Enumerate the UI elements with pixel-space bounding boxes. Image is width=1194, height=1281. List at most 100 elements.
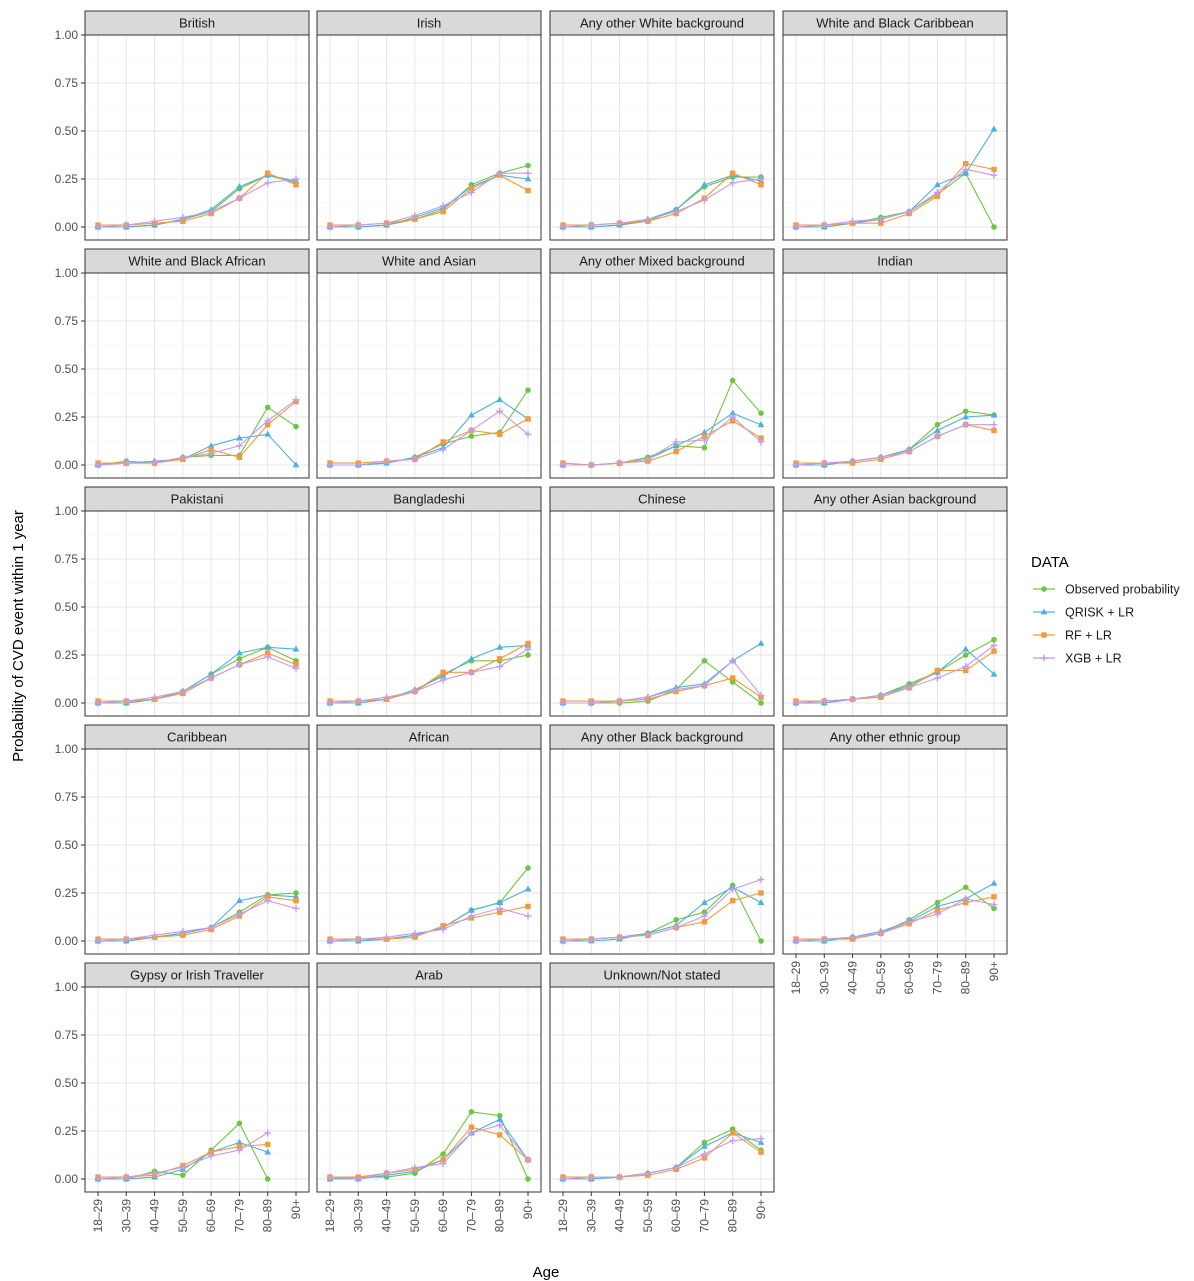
data-point-xgb-lr [616,459,623,467]
data-point-qrisk-lr [264,430,272,437]
data-point-observed-probability [962,652,969,658]
x-tick-label: 90+ [521,1199,535,1219]
data-point-qrisk-lr [990,670,998,677]
data-point-xgb-lr [151,931,158,939]
data-point-xgb-lr [439,676,447,684]
data-point-xgb-lr [264,897,272,905]
y-tick-label: 0.75 [55,790,79,804]
data-point-observed-probability [758,938,764,944]
data-point-xgb-lr [757,1135,765,1143]
data-point-xgb-lr [905,684,913,692]
series-observed-probability [95,404,299,468]
data-point-xgb-lr [354,221,362,229]
panel-any-other-mixed-background: Any other Mixed background [549,248,775,479]
data-point-observed-probability [468,433,475,440]
panel-irish: Irish [316,10,542,241]
plot-area [550,511,774,716]
x-tick-label: 90+ [987,961,1001,981]
series-xgb-lr [94,897,300,945]
data-point-xgb-lr [496,1121,504,1129]
legend-label: XGB + LR [1065,652,1122,666]
data-point-xgb-lr [644,455,652,463]
data-point-xgb-lr [354,461,362,469]
series-line-observed-probability [329,1111,529,1180]
x-tick-label: 90+ [289,1199,303,1219]
data-point-xgb-lr [962,663,970,670]
data-point-rf-lr [468,185,475,192]
data-point-qrisk-lr [292,461,300,468]
data-point-qrisk-lr [934,181,941,188]
series-line-qrisk-lr [796,648,995,704]
data-point-rf-lr [440,922,446,929]
data-point-rf-lr [265,421,271,428]
data-point-observed-probability [496,1112,503,1119]
data-point-xgb-lr [672,1164,680,1171]
data-point-rf-lr [440,439,446,445]
series-xgb-lr [94,1129,272,1183]
data-point-observed-probability [1041,586,1047,592]
panel-strip [782,724,1008,750]
data-point-qrisk-lr [962,413,970,420]
data-point-qrisk-lr [701,428,708,435]
series-line-xgb-lr [562,879,762,942]
panel-white-and-asian: White and Asian [316,248,542,479]
data-point-rf-lr [730,897,736,904]
data-point-rf-lr [208,446,214,453]
panel-strip [549,248,775,274]
panel-arab: Arab 18–29 30–39 40–49 50–59 60–69 70–79 80–89 9… [316,962,542,1233]
data-point-observed-probability [701,444,708,451]
data-point-xgb-lr [207,208,215,216]
data-point-rf-lr [525,416,531,422]
data-point-xgb-lr [207,450,215,457]
y-tick-label: 0.75 [55,76,79,90]
x-tick-label: 90+ [754,1199,768,1219]
data-point-xgb-lr [587,461,595,469]
data-point-xgb-lr [729,1137,737,1144]
panel-any-other-asian-background: Any other Asian background [782,486,1008,717]
plot-area [550,35,774,240]
x-axis-label: Age [533,1264,560,1281]
y-tick-label: 0.50 [55,124,79,138]
data-point-xgb-lr [439,926,447,933]
legend-item-qrisk-lr: QRISK + LR [1033,606,1134,620]
data-point-xgb-lr [468,427,475,434]
data-point-xgb-lr [1040,654,1048,662]
data-point-rf-lr [991,427,997,434]
data-point-xgb-lr [179,453,187,461]
panel-border [84,272,310,479]
data-point-xgb-lr [962,895,970,903]
panel-title: Any other ethnic group [830,730,961,745]
data-point-rf-lr [525,640,531,647]
series-line-xgb-lr [563,660,762,704]
y-tick-label: 0.00 [55,1172,79,1186]
panel-strip [782,10,1008,36]
data-point-xgb-lr [905,448,913,455]
data-point-qrisk-lr [468,655,475,662]
data-point-xgb-lr [877,929,885,937]
series-line-xgb-lr [563,416,762,466]
x-tick-label: 70–79 [464,1199,478,1233]
data-point-observed-probability [962,884,969,891]
data-point-xgb-lr [644,693,652,701]
data-point-qrisk-lr [701,181,708,188]
panel-white-and-black-caribbean: White and Black Caribbean [782,10,1008,241]
data-point-xgb-lr [559,461,567,469]
data-point-qrisk-lr [729,409,737,416]
series-line-xgb-lr [97,399,297,466]
data-point-xgb-lr [934,432,941,440]
y-axis-label: Probability of CVD event within 1 year [10,510,27,762]
data-point-xgb-lr [616,933,623,941]
data-point-observed-probability [525,387,531,393]
y-tick-label: 0.75 [55,552,79,566]
data-point-xgb-lr [496,407,504,415]
data-point-rf-lr [440,669,446,675]
data-point-rf-lr [934,667,941,674]
panel-any-other-ethnic-group: Any other ethnic group 18–29 30–39 40–49 50–… [782,724,1008,994]
y-tick-label: 0.50 [55,362,79,376]
data-point-xgb-lr [849,457,856,465]
data-point-rf-lr [525,903,531,910]
data-point-xgb-lr [354,935,362,943]
x-tick-label: 30–39 [119,1199,133,1233]
panel-title: Gypsy or Irish Traveller [130,968,264,983]
data-point-observed-probability [701,657,708,664]
